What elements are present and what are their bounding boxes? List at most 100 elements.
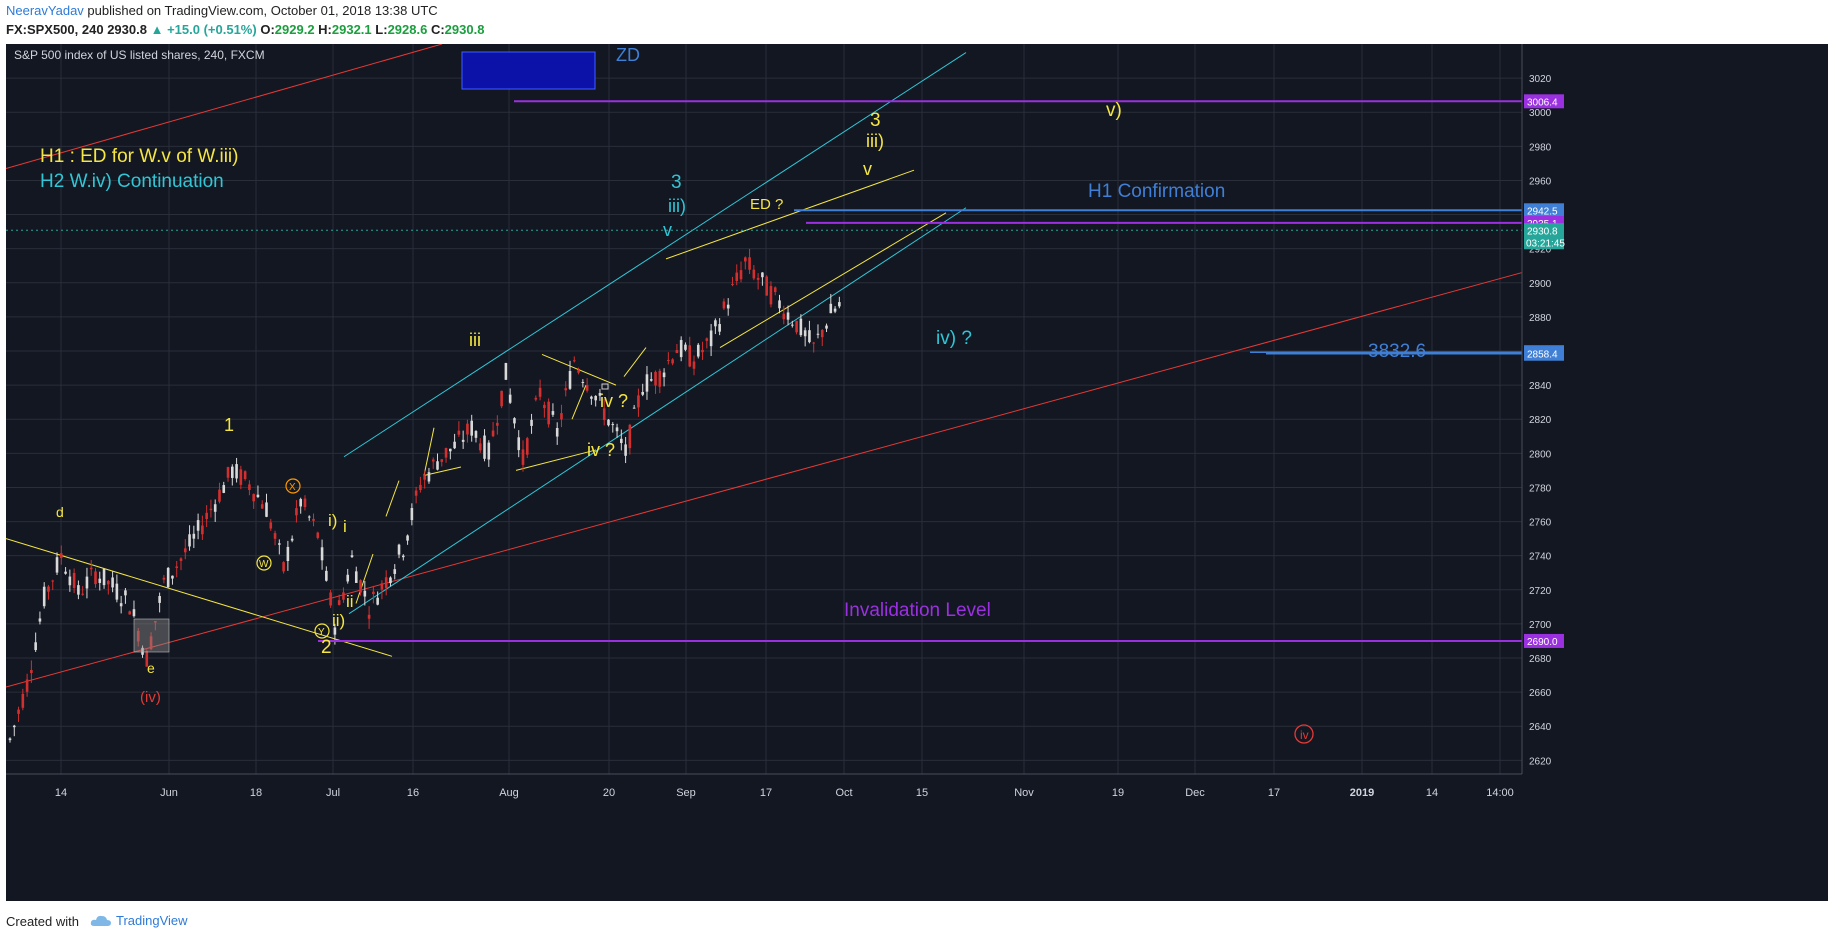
candle-body	[816, 333, 820, 335]
candle-body	[196, 520, 200, 531]
price-tick-label: 2680	[1529, 654, 1552, 665]
candle-body	[209, 508, 213, 511]
price-tick-label: 2880	[1529, 313, 1552, 324]
candle-body	[521, 449, 525, 465]
red-trendline-upper	[5, 43, 443, 169]
price-tick-label: 3000	[1529, 108, 1552, 119]
candle-body	[393, 569, 397, 574]
close-label: C:	[430, 22, 445, 37]
candle-body	[205, 512, 208, 520]
candle-body	[337, 600, 341, 605]
chart-area[interactable]: S&P 500 index of US listed shares, 240, …	[5, 43, 1828, 901]
candle-body	[384, 577, 388, 589]
candle-body	[692, 361, 696, 369]
price-axis-background	[1522, 44, 1828, 901]
price-tag-background	[1524, 94, 1564, 109]
price-axis-labels: 2620 2640 2660 2680 2700 2720 2740 2760 2780 2800…	[1529, 74, 1552, 767]
candle-body	[77, 585, 80, 595]
price-tick-label: 2700	[1529, 620, 1552, 631]
red-trendline-lower	[5, 272, 1523, 688]
price-tag-background	[1524, 346, 1564, 361]
candle-body	[449, 448, 452, 452]
candle-body	[778, 300, 781, 309]
candle-body	[791, 324, 794, 326]
time-tick-label: 15	[916, 787, 928, 799]
countdown-background	[1524, 236, 1564, 250]
price-axis[interactable]	[1521, 44, 1828, 901]
high-value: 2932.1	[331, 22, 372, 37]
candle-body	[42, 586, 46, 607]
price-tick-label: 2660	[1529, 688, 1552, 699]
author-name[interactable]: NeeravYadav	[6, 3, 84, 18]
ed-question-label: ED ?	[750, 196, 783, 213]
candle-body	[312, 518, 315, 521]
time-tick-label: Nov	[1014, 787, 1034, 799]
candle-body	[615, 427, 619, 432]
wave-w-circle	[256, 555, 272, 571]
candle-body	[735, 272, 739, 281]
candle-body	[25, 679, 29, 692]
highlight-box[interactable]	[133, 618, 170, 653]
candle-body	[795, 320, 798, 333]
candle-body	[51, 580, 55, 582]
candle-body	[491, 430, 495, 437]
candle-body	[303, 498, 307, 508]
candle-body	[739, 270, 743, 280]
time-tick-label: 14	[55, 787, 67, 799]
candle-body	[585, 385, 589, 391]
candle-body	[607, 419, 610, 426]
candle-body	[568, 371, 572, 389]
candle-body	[453, 441, 456, 449]
wave-y: Y	[318, 627, 325, 638]
price-change: +15.0 (+0.51%)	[167, 22, 257, 37]
candle-body	[731, 283, 734, 285]
created-with-text: Created with	[6, 914, 79, 929]
candle-body	[226, 467, 230, 478]
wave-w: W	[259, 559, 269, 570]
candle-body	[158, 596, 161, 603]
tradingview-link[interactable]: TradingView	[90, 913, 188, 928]
wave-x: X	[289, 482, 296, 493]
trendlines	[5, 43, 1523, 688]
zd-box[interactable]	[461, 51, 596, 90]
candle-body	[81, 593, 84, 595]
wave-i: i	[343, 517, 347, 536]
candle-body	[820, 330, 824, 338]
candle-body	[573, 360, 576, 362]
candle-body	[466, 423, 469, 435]
candle-body	[252, 494, 255, 502]
candle-body	[154, 621, 157, 623]
candle-body	[525, 438, 529, 455]
wave-d: d	[56, 504, 64, 520]
wave-iii-paren-cyan: iii)	[668, 196, 686, 216]
price-chart[interactable]: S&P 500 index of US listed shares, 240, …	[5, 43, 1828, 901]
candle-body	[427, 472, 431, 482]
candle-body	[38, 618, 42, 622]
candle-body	[346, 574, 350, 582]
tradingview-brand[interactable]: TradingView	[116, 913, 188, 928]
time-tick-label: Jun	[160, 787, 178, 799]
price-tick-label: 2800	[1529, 449, 1552, 460]
time-tick-label: 14	[1426, 787, 1438, 799]
candle-body	[679, 339, 683, 358]
candle-body	[265, 502, 268, 517]
candle-body	[389, 577, 392, 584]
price-tags: 3006.42942.52935.12930.82859.32858.42690…	[1524, 94, 1564, 648]
candle-body	[213, 504, 217, 512]
candle-body	[508, 394, 512, 403]
time-tick-label: Dec	[1185, 787, 1205, 799]
candle-body	[372, 591, 375, 595]
candle-body	[316, 532, 320, 538]
candle-body	[179, 558, 183, 561]
wave-v-paren: v)	[1106, 100, 1122, 121]
low-label: L:	[375, 22, 388, 37]
candle-body	[47, 586, 50, 592]
price-tag-background	[1524, 633, 1564, 648]
candle-body	[504, 362, 508, 380]
candle-body	[538, 387, 542, 397]
candle-body	[380, 583, 384, 590]
high-label: H:	[318, 22, 332, 37]
price-tick-label: 2960	[1529, 176, 1552, 187]
price-tick-label: 2760	[1529, 518, 1552, 529]
candle-body	[581, 381, 585, 383]
